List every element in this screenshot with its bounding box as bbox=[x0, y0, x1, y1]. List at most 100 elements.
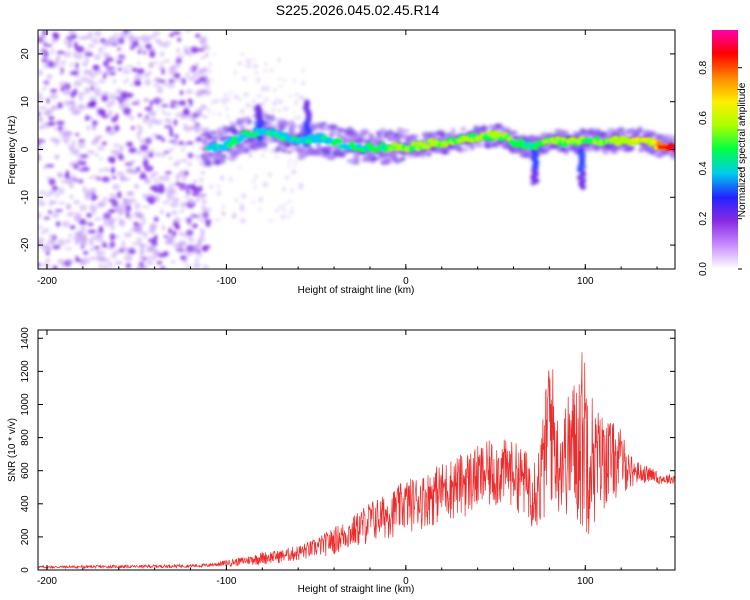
noise-blob bbox=[121, 197, 127, 202]
noise-blob bbox=[168, 78, 177, 81]
halo-blob bbox=[359, 135, 367, 140]
x-tick-label: -100 bbox=[216, 576, 236, 587]
noise-blob bbox=[203, 81, 207, 86]
halo-blob bbox=[402, 129, 410, 133]
y-tick-label: 200 bbox=[20, 528, 31, 545]
noise-blob bbox=[204, 52, 209, 58]
noise-blob bbox=[79, 154, 89, 158]
noise-blob bbox=[185, 236, 193, 239]
noise-blob bbox=[180, 201, 189, 208]
noise-blob bbox=[91, 120, 98, 126]
noise-blob bbox=[148, 152, 154, 158]
halo-blob bbox=[632, 132, 642, 138]
noise-blob bbox=[108, 66, 112, 74]
noise-blob bbox=[302, 67, 305, 73]
halo-blob bbox=[368, 132, 375, 140]
noise-blob bbox=[46, 98, 50, 104]
noise-blob bbox=[90, 140, 99, 146]
noise-blob bbox=[109, 233, 116, 241]
noise-blob bbox=[160, 208, 164, 215]
halo-blob bbox=[287, 150, 293, 155]
halo-blob bbox=[543, 146, 550, 152]
noise-blob bbox=[170, 260, 176, 264]
noise-blob bbox=[139, 144, 149, 152]
noise-blob bbox=[98, 225, 104, 234]
noise-blob bbox=[75, 178, 84, 184]
halo-blob bbox=[363, 131, 371, 135]
noise-blob bbox=[94, 30, 102, 37]
x-tick-label: -100 bbox=[216, 276, 236, 287]
noise-blob bbox=[89, 247, 95, 252]
noise-blob bbox=[173, 197, 180, 203]
noise-blob bbox=[230, 90, 233, 95]
noise-blob bbox=[200, 104, 206, 108]
noise-blob bbox=[101, 176, 110, 183]
noise-blob bbox=[52, 265, 58, 269]
noise-blob bbox=[38, 95, 44, 101]
noise-blob bbox=[138, 255, 146, 261]
noise-blob bbox=[122, 209, 131, 212]
halo-blob bbox=[463, 147, 469, 152]
figure-title: S225.2026.045.02.45.R14 bbox=[275, 2, 440, 18]
noise-blob bbox=[160, 152, 166, 158]
noise-blob bbox=[199, 211, 204, 216]
noise-blob bbox=[86, 150, 95, 155]
branch-blob bbox=[579, 185, 586, 191]
noise-blob bbox=[155, 151, 161, 158]
noise-blob bbox=[68, 144, 75, 151]
noise-blob bbox=[289, 159, 293, 163]
noise-blob bbox=[272, 100, 276, 106]
halo-blob bbox=[213, 135, 220, 140]
noise-blob bbox=[211, 79, 214, 82]
halo-blob bbox=[288, 130, 297, 136]
noise-blob bbox=[149, 201, 154, 205]
noise-blob bbox=[63, 40, 67, 44]
snr-frame bbox=[37, 329, 676, 571]
noise-blob bbox=[123, 254, 133, 262]
noise-blob bbox=[174, 62, 181, 68]
noise-blob bbox=[56, 171, 64, 178]
halo-blob bbox=[210, 131, 217, 136]
noise-blob bbox=[42, 40, 48, 44]
noise-blob bbox=[195, 33, 201, 38]
noise-blob bbox=[110, 149, 119, 154]
noise-blob bbox=[183, 50, 191, 55]
noise-blob bbox=[142, 116, 150, 124]
noise-blob bbox=[101, 215, 110, 221]
noise-blob bbox=[133, 74, 143, 82]
halo-blob bbox=[459, 146, 464, 153]
halo-blob bbox=[399, 156, 407, 161]
noise-blob bbox=[128, 248, 136, 255]
halo-blob bbox=[638, 127, 644, 134]
noise-blob bbox=[168, 71, 172, 74]
halo-blob bbox=[667, 137, 675, 144]
noise-blob bbox=[81, 233, 88, 236]
noise-blob bbox=[195, 128, 199, 134]
noise-blob bbox=[166, 194, 175, 201]
noise-blob bbox=[205, 207, 212, 212]
halo-blob bbox=[419, 151, 427, 156]
noise-blob bbox=[125, 211, 130, 219]
noise-blob bbox=[183, 107, 189, 114]
noise-blob bbox=[144, 178, 152, 184]
noise-blob bbox=[237, 61, 243, 66]
noise-blob bbox=[42, 30, 47, 37]
spectrogram-x-ticks: -200 -100 0 100 bbox=[37, 30, 658, 287]
spectrogram-x-label: Height of straight line (km) bbox=[298, 285, 415, 296]
noise-blob bbox=[89, 116, 94, 121]
noise-blob bbox=[60, 60, 66, 65]
noise-blob bbox=[171, 138, 178, 142]
noise-blob bbox=[65, 170, 70, 176]
noise-blob bbox=[137, 133, 141, 140]
snr-series-line bbox=[38, 352, 675, 570]
noise-blob bbox=[145, 43, 152, 50]
noise-blob bbox=[185, 72, 190, 78]
noise-blob bbox=[200, 56, 205, 60]
noise-blob bbox=[38, 190, 47, 195]
noise-blob bbox=[157, 79, 166, 83]
snr-y-label: SNR (10 * v/v) bbox=[7, 418, 18, 482]
noise-blob bbox=[253, 185, 257, 189]
halo-blob bbox=[663, 151, 671, 156]
noise-blob bbox=[61, 221, 70, 228]
ridge-peak bbox=[657, 145, 675, 150]
